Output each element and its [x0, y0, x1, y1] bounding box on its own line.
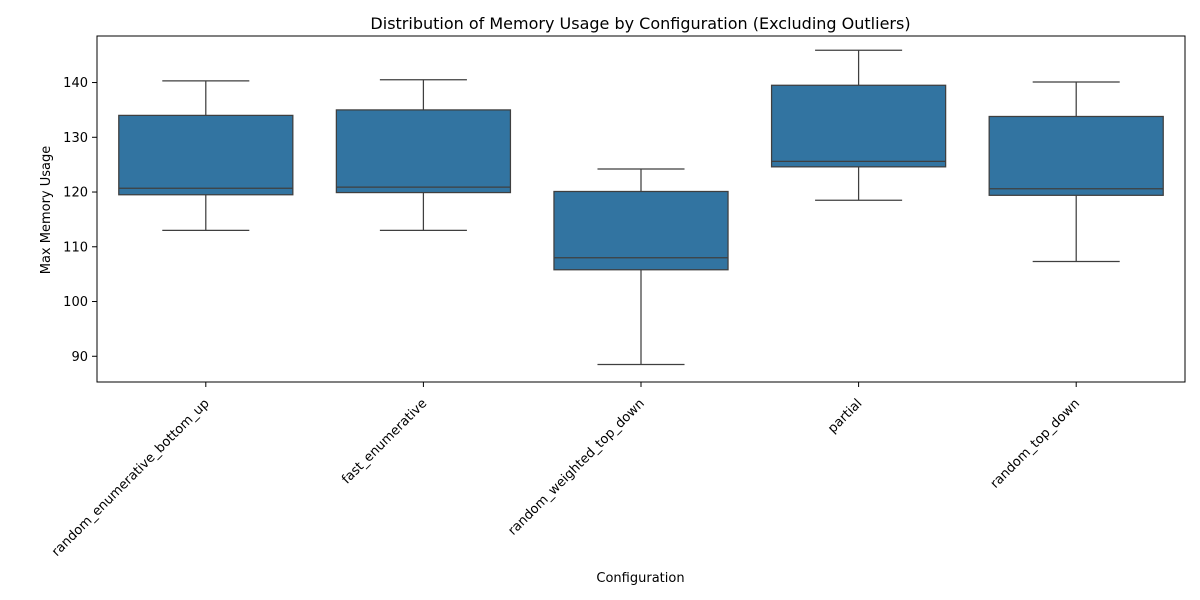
box-partial: [770, 84, 947, 168]
box-fast_enumerative: [335, 109, 512, 194]
y-tick-label-120: 120: [63, 186, 88, 201]
box-random_weighted_top_down: [553, 190, 729, 271]
box-random_top_down: [988, 115, 1164, 196]
box-random_enumerative_bottom_up: [118, 114, 294, 196]
y-axis-label: Max Memory Usage: [39, 146, 54, 275]
plot-frame: [96, 35, 1186, 383]
chart-title: Distribution of Memory Usage by Configur…: [370, 14, 910, 33]
y-tick-label-90: 90: [71, 350, 88, 365]
y-tick-label-110: 110: [63, 240, 88, 255]
x-axis-label: Configuration: [596, 571, 684, 586]
y-tick-label-100: 100: [63, 295, 88, 310]
y-tick-label-130: 130: [63, 131, 88, 146]
y-tick-label-140: 140: [63, 76, 88, 91]
